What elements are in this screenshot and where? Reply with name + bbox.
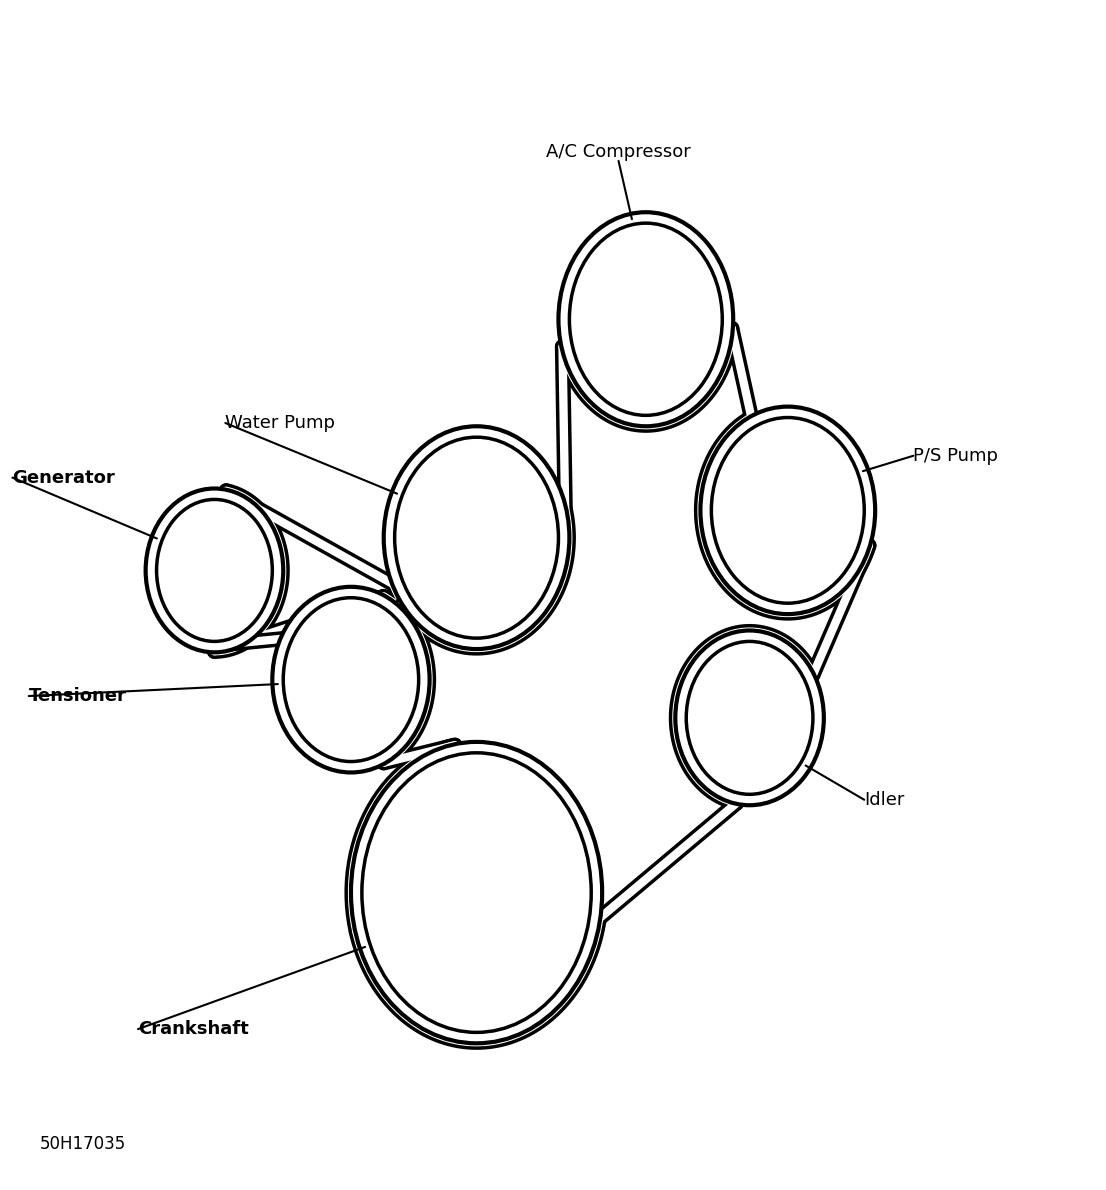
Ellipse shape — [559, 212, 733, 426]
Ellipse shape — [570, 224, 722, 415]
Text: Crankshaft: Crankshaft — [138, 1020, 249, 1038]
Ellipse shape — [395, 437, 559, 638]
Text: P/S Pump: P/S Pump — [914, 446, 999, 465]
Ellipse shape — [283, 597, 419, 762]
Text: Tensioner: Tensioner — [29, 687, 127, 704]
Ellipse shape — [146, 489, 283, 652]
Text: Water Pump: Water Pump — [226, 414, 335, 432]
Ellipse shape — [157, 500, 272, 641]
Ellipse shape — [362, 753, 592, 1033]
Ellipse shape — [384, 426, 570, 649]
Text: Idler: Idler — [864, 791, 905, 809]
Text: 50H17035: 50H17035 — [40, 1135, 126, 1153]
Ellipse shape — [686, 641, 813, 794]
Ellipse shape — [700, 407, 875, 614]
Ellipse shape — [351, 741, 602, 1044]
Text: Generator: Generator — [12, 469, 115, 487]
Ellipse shape — [272, 587, 429, 772]
Ellipse shape — [711, 418, 864, 603]
Text: A/C Compressor: A/C Compressor — [546, 143, 691, 161]
Ellipse shape — [676, 631, 824, 806]
